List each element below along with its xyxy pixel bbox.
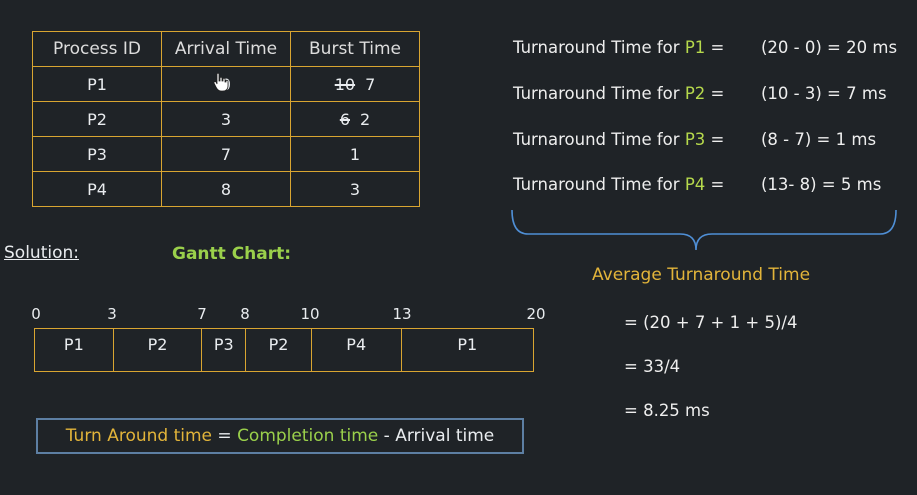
header-arrival-time: Arrival Time xyxy=(161,31,291,67)
cell-arrival: 8 xyxy=(161,171,291,207)
gantt-tick: 10 xyxy=(300,305,320,323)
gantt-segment: P4 xyxy=(312,329,402,371)
formula-arrival: Arrival time xyxy=(395,426,495,446)
cell-pid: P3 xyxy=(32,136,162,172)
gantt-segment: P3 xyxy=(202,329,247,371)
burst-new-value: 7 xyxy=(365,74,376,94)
turnaround-pid: P1 xyxy=(684,38,706,57)
gantt-tick: 3 xyxy=(107,305,117,323)
gantt-chart: P1 P2 P3 P2 P4 P1 xyxy=(34,328,534,372)
formula-minus: - xyxy=(378,426,396,446)
table-header-row: Process ID Arrival Time Burst Time xyxy=(32,31,420,67)
cell-pid: P2 xyxy=(32,101,162,137)
formula-equals: = xyxy=(212,426,238,446)
turnaround-prefix: Turnaround Time for xyxy=(513,175,680,194)
process-table: Process ID Arrival Time Burst Time P1 0 … xyxy=(32,31,420,207)
cell-pid: P1 xyxy=(32,66,162,102)
table-row: P4 8 3 xyxy=(32,171,420,207)
burst-old-value: 6 xyxy=(339,109,350,129)
turnaround-prefix: Turnaround Time for xyxy=(513,130,680,149)
solution-label: Solution: xyxy=(4,243,79,263)
average-step-2: = 33/4 xyxy=(624,357,681,376)
formula-completion: Completion time xyxy=(237,426,379,446)
average-result: = 8.25 ms xyxy=(624,401,710,420)
turnaround-pid: P4 xyxy=(684,175,706,194)
turnaround-expr: (8 - 7) = 1 ms xyxy=(761,130,877,149)
turnaround-pid: P2 xyxy=(684,84,706,103)
gantt-tick: 13 xyxy=(392,305,412,323)
gantt-tick: 7 xyxy=(197,305,207,323)
turnaround-pid: P3 xyxy=(684,130,706,149)
turnaround-line-p3: Turnaround Time for P3 = (8 - 7) = 1 ms xyxy=(513,130,877,149)
cell-burst: 3 xyxy=(290,171,420,207)
cell-burst: 10 7 xyxy=(290,66,420,102)
turnaround-line-p1: Turnaround Time for P1 = (20 - 0) = 20 m… xyxy=(513,38,898,57)
gantt-tick: 8 xyxy=(240,305,250,323)
gantt-segment: P2 xyxy=(114,329,203,371)
cell-burst: 1 xyxy=(290,136,420,172)
table-row: P1 0 107 xyxy=(32,66,420,102)
header-process-id: Process ID xyxy=(32,31,162,67)
gantt-tick: 0 xyxy=(31,305,41,323)
turnaround-prefix: Turnaround Time for xyxy=(513,84,680,103)
gantt-segment: P1 xyxy=(457,335,478,354)
gantt-segment: P2 xyxy=(246,329,312,371)
average-step-1: = (20 + 7 + 1 + 5)/4 xyxy=(624,313,798,332)
table-row: P3 7 1 xyxy=(32,136,420,172)
curly-brace-icon xyxy=(511,209,897,251)
gantt-chart-label: Gantt Chart: xyxy=(172,244,292,264)
average-title: Average Turnaround Time xyxy=(592,265,811,285)
turnaround-prefix: Turnaround Time for xyxy=(513,38,680,57)
burst-new-value: 2 xyxy=(360,109,371,129)
mouse-pointer-icon xyxy=(213,72,229,97)
cell-pid: P4 xyxy=(32,171,162,207)
turnaround-expr: (10 - 3) = 7 ms xyxy=(761,84,887,103)
cell-arrival: 3 xyxy=(161,101,291,137)
burst-old-value: 10 xyxy=(334,74,356,94)
header-burst-time: Burst Time xyxy=(290,31,420,67)
formula-box: Turn Around time = Completion time - Arr… xyxy=(36,418,524,454)
turnaround-expr: (20 - 0) = 20 ms xyxy=(761,38,898,57)
gantt-segment: P1 xyxy=(35,329,114,371)
cell-arrival: 7 xyxy=(161,136,291,172)
formula-lhs: Turn Around time xyxy=(65,426,212,446)
gantt-tick: 20 xyxy=(526,305,546,323)
turnaround-expr: (13- 8) = 5 ms xyxy=(761,175,882,194)
turnaround-line-p2: Turnaround Time for P2 = (10 - 3) = 7 ms xyxy=(513,84,887,103)
turnaround-line-p4: Turnaround Time for P4 = (13- 8) = 5 ms xyxy=(513,175,882,194)
